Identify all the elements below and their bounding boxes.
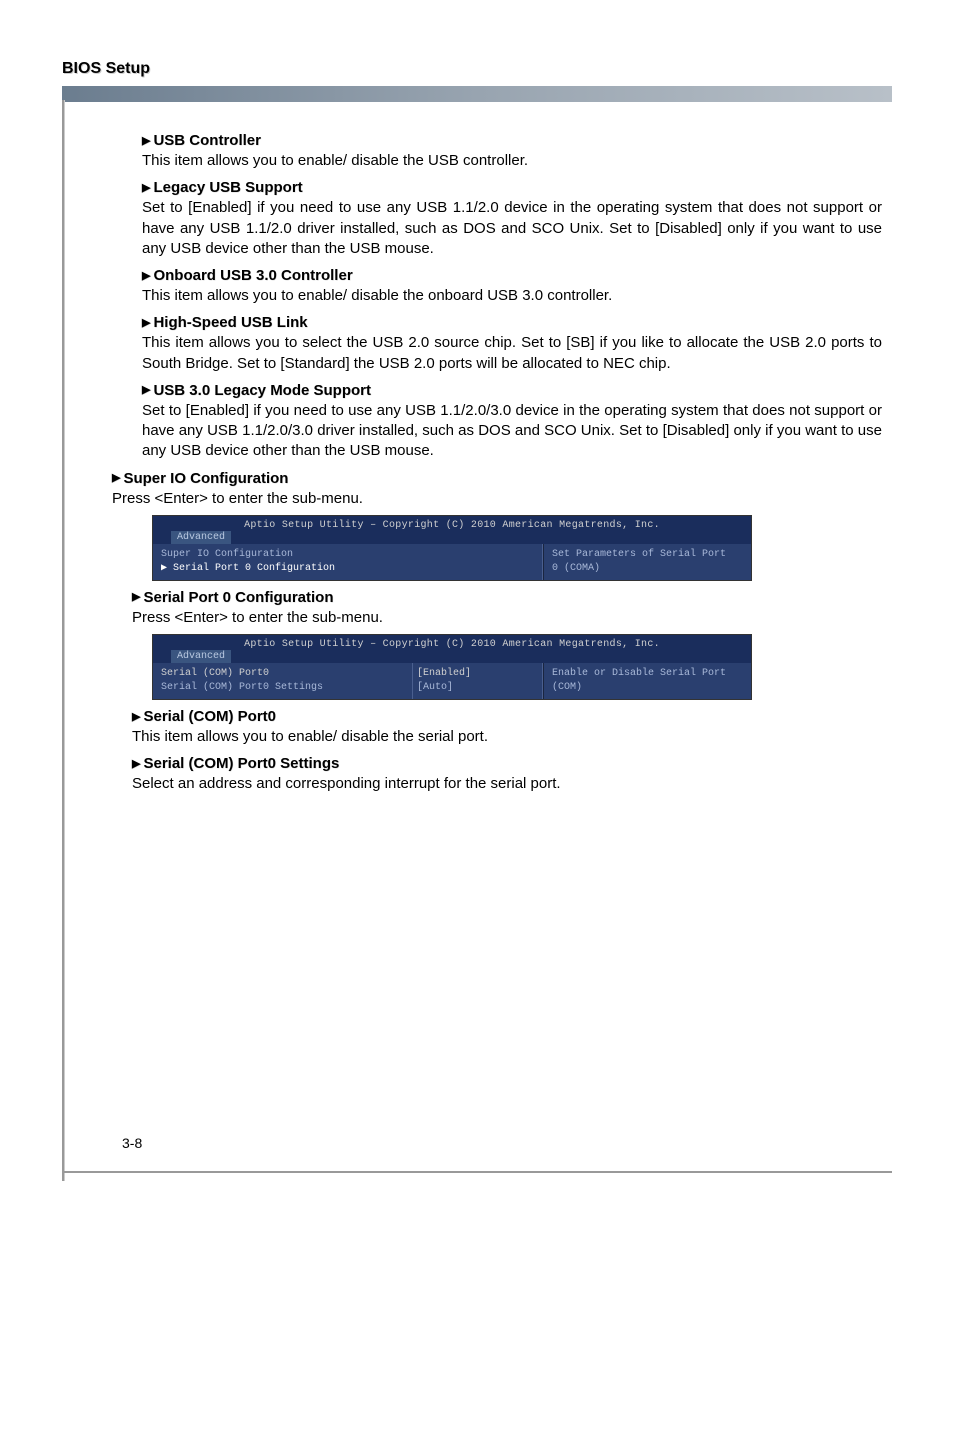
- serial-com-port0-title: ▶Serial (COM) Port0: [132, 708, 882, 725]
- item-title-text: Serial Port 0 Configuration: [143, 589, 333, 606]
- item-title-text: Legacy USB Support: [153, 179, 302, 196]
- serial-com-port0-settings-desc: Select an address and corresponding inte…: [132, 774, 882, 794]
- serial-port0-config-title: ▶Serial Port 0 Configuration: [132, 589, 882, 606]
- item-title-text: Onboard USB 3.0 Controller: [153, 267, 352, 284]
- triangle-icon: ▶: [142, 181, 150, 194]
- bios-right-pane: Set Parameters of Serial Port 0 (COMA): [543, 544, 751, 580]
- item-title-text: USB 3.0 Legacy Mode Support: [153, 382, 371, 399]
- serial-com-port0-settings-title: ▶Serial (COM) Port0 Settings: [132, 755, 882, 772]
- item-onboard-usb3-desc: This item allows you to enable/ disable …: [142, 286, 882, 306]
- item-title-text: Serial (COM) Port0: [143, 708, 276, 725]
- bios-mid-pane: [Enabled] [Auto]: [413, 663, 543, 699]
- item-usb-controller-desc: This item allows you to enable/ disable …: [142, 151, 882, 171]
- bios-line: Serial (COM) Port0: [161, 667, 404, 681]
- bios-titlebar: Aptio Setup Utility – Copyright (C) 2010…: [153, 516, 751, 544]
- bios-body: Serial (COM) Port0 Serial (COM) Port0 Se…: [153, 663, 751, 699]
- triangle-icon: ▶: [142, 269, 150, 282]
- triangle-icon: ▶: [142, 316, 150, 329]
- bios-value: [Enabled]: [417, 667, 538, 681]
- item-legacy-usb-title: ▶Legacy USB Support: [142, 179, 882, 196]
- bios-line: Super IO Configuration: [161, 548, 534, 562]
- triangle-icon: ▶: [132, 590, 140, 603]
- bios-title-text: Aptio Setup Utility – Copyright (C) 2010…: [157, 638, 747, 650]
- triangle-icon: ▶: [112, 471, 120, 484]
- triangle-icon: ▶: [142, 134, 150, 147]
- item-usb3-legacy-desc: Set to [Enabled] if you need to use any …: [142, 401, 882, 462]
- bios-left-pane: Serial (COM) Port0 Serial (COM) Port0 Se…: [153, 663, 413, 699]
- item-highspeed-title: ▶High-Speed USB Link: [142, 314, 882, 331]
- bios-tab-advanced: Advanced: [171, 531, 231, 544]
- item-highspeed-desc: This item allows you to select the USB 2…: [142, 333, 882, 374]
- item-title-text: High-Speed USB Link: [153, 314, 307, 331]
- bios-titlebar: Aptio Setup Utility – Copyright (C) 2010…: [153, 635, 751, 663]
- bios-tab-advanced: Advanced: [171, 650, 231, 663]
- super-io-title: ▶Super IO Configuration: [112, 470, 882, 487]
- bios-right-pane: Enable or Disable Serial Port (COM): [543, 663, 751, 699]
- item-onboard-usb3-title: ▶Onboard USB 3.0 Controller: [142, 267, 882, 284]
- triangle-icon: ▶: [132, 757, 140, 770]
- item-legacy-usb-desc: Set to [Enabled] if you need to use any …: [142, 198, 882, 259]
- bios-value: [Auto]: [417, 681, 538, 695]
- bios-screenshot-2: Aptio Setup Utility – Copyright (C) 2010…: [152, 634, 752, 700]
- item-usb3-legacy-title: ▶USB 3.0 Legacy Mode Support: [142, 382, 882, 399]
- item-title-text: Serial (COM) Port0 Settings: [143, 755, 339, 772]
- bottom-border: [62, 1171, 892, 1173]
- bios-help-line: Enable or Disable Serial Port: [552, 667, 743, 681]
- triangle-icon: ▶: [132, 710, 140, 723]
- page-header: BIOS Setup: [62, 60, 892, 78]
- bios-screenshot-1: Aptio Setup Utility – Copyright (C) 2010…: [152, 515, 752, 581]
- serial-com-port0-desc: This item allows you to enable/ disable …: [132, 727, 882, 747]
- serial-port0-config-desc: Press <Enter> to enter the sub-menu.: [132, 608, 882, 628]
- super-io-desc: Press <Enter> to enter the sub-menu.: [112, 489, 882, 509]
- triangle-icon: ▶: [142, 383, 150, 396]
- item-title-text: Super IO Configuration: [123, 470, 288, 487]
- bios-line: Serial (COM) Port0 Settings: [161, 681, 404, 695]
- bios-help-line: Set Parameters of Serial Port: [552, 548, 743, 562]
- left-border-inner: [64, 100, 65, 1181]
- content-area: ▶USB Controller This item allows you to …: [62, 132, 892, 1181]
- bios-help-line: (COM): [552, 681, 743, 695]
- bios-line-selected: ▶ Serial Port 0 Configuration: [161, 562, 534, 576]
- page-number: 3-8: [112, 1135, 882, 1151]
- item-usb-controller-title: ▶USB Controller: [142, 132, 882, 149]
- item-title-text: USB Controller: [153, 132, 261, 149]
- bios-left-pane: Super IO Configuration ▶ Serial Port 0 C…: [153, 544, 543, 580]
- header-divider: [62, 86, 892, 102]
- bios-body: Super IO Configuration ▶ Serial Port 0 C…: [153, 544, 751, 580]
- bios-title-text: Aptio Setup Utility – Copyright (C) 2010…: [157, 519, 747, 531]
- bios-help-line: 0 (COMA): [552, 562, 743, 576]
